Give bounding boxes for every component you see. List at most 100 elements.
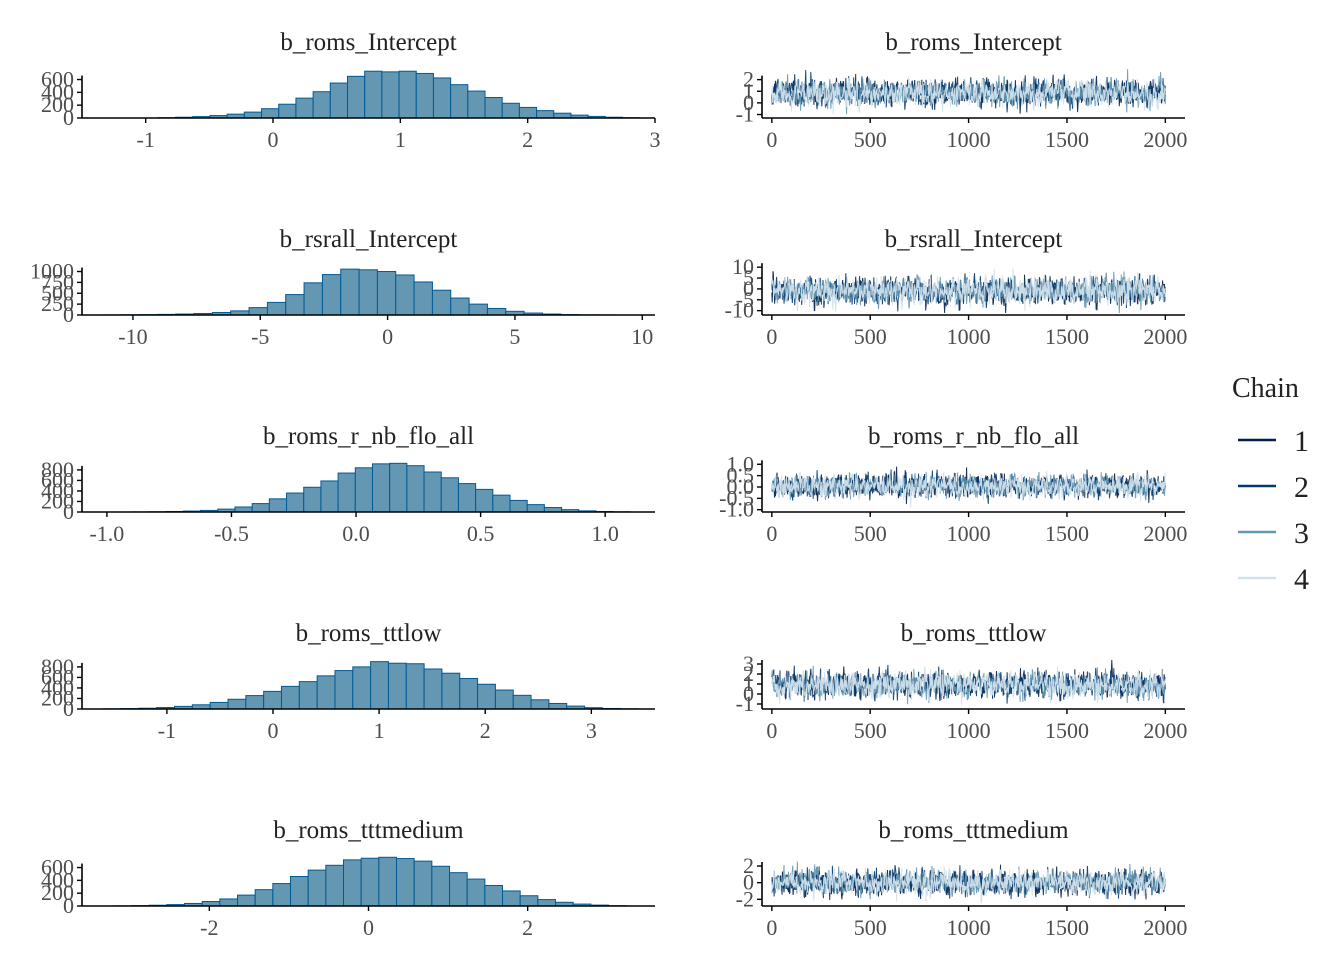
y-tick-label: 10 <box>732 254 754 279</box>
histogram-bar <box>237 894 256 907</box>
histogram-bar <box>370 661 389 710</box>
histogram-bar <box>290 876 309 907</box>
x-tick-label: 0 <box>766 718 777 743</box>
panel-title: b_roms_tttlow <box>296 620 442 647</box>
histogram-bar <box>519 895 539 907</box>
legend-entry-4: 4 <box>1238 563 1309 596</box>
histogram-bar <box>389 462 408 513</box>
x-tick-label: 10 <box>631 324 653 349</box>
histogram-bar <box>280 685 300 710</box>
x-tick-label: 0 <box>766 521 777 546</box>
x-tick-label: 0 <box>268 718 279 743</box>
histogram-bar <box>360 857 380 907</box>
y-tick-label: -0.5 <box>719 485 754 510</box>
histogram-bar <box>537 899 557 907</box>
legend-entry-1: 1 <box>1238 425 1309 458</box>
trace-panel-3: b_roms_r_nb_flo_all 0 500 1000 1500 2000 -1.0-… <box>719 423 1187 546</box>
y-tick-label: 0 <box>743 276 754 301</box>
histogram-bar <box>329 82 348 119</box>
x-tick-label: 1000 <box>947 915 991 940</box>
histogram-bar <box>337 472 356 513</box>
x-tick-label: 2000 <box>1143 521 1187 546</box>
x-tick-label: -5 <box>251 324 269 349</box>
y-tick-label: -1.0 <box>719 497 754 522</box>
histogram-bar <box>467 90 486 119</box>
x-tick-label: 1500 <box>1045 521 1089 546</box>
legend-label-3: 3 <box>1294 517 1309 550</box>
x-tick-label: 1.0 <box>591 521 619 546</box>
x-tick-label: 2000 <box>1143 718 1187 743</box>
x-tick-label: 1000 <box>947 521 991 546</box>
legend-label-4: 4 <box>1294 563 1309 596</box>
histogram-bar <box>431 865 451 907</box>
x-tick-label: 1 <box>374 718 385 743</box>
y-tick-label: 5 <box>743 265 754 290</box>
y-tick-label: 0 <box>743 681 754 706</box>
y-tick-label: 0 <box>63 105 74 130</box>
histogram-bar <box>432 77 452 119</box>
legend-entry-3: 3 <box>1238 517 1309 550</box>
y-tick-label: 200 <box>41 488 74 513</box>
y-tick-label: 500 <box>41 280 74 305</box>
x-tick-label: 500 <box>854 127 887 152</box>
y-tick-label: 1 <box>743 78 754 103</box>
x-tick-label: 2 <box>522 915 533 940</box>
y-tick-label: 600 <box>41 67 74 92</box>
y-tick-label: 400 <box>41 478 74 503</box>
histogram-bar <box>261 108 280 119</box>
trace-line-chain-4 <box>771 866 1166 904</box>
histogram-bar <box>486 307 507 316</box>
histogram-bar <box>459 677 479 710</box>
histogram-bar <box>352 666 372 710</box>
y-tick-label: -1 <box>736 102 754 127</box>
y-tick-label: 600 <box>41 664 74 689</box>
histogram-bar <box>334 670 354 710</box>
y-tick-label: 600 <box>41 467 74 492</box>
histogram-bar <box>307 869 327 907</box>
trace-line-chain-4 <box>771 268 1166 312</box>
histogram-bar <box>245 695 265 710</box>
y-tick-label: 250 <box>41 291 74 316</box>
histogram-bar <box>509 499 528 513</box>
x-tick-label: 1500 <box>1045 718 1089 743</box>
histogram-bar <box>346 75 366 119</box>
legend-title: Chain <box>1232 373 1299 404</box>
legend-label-1: 1 <box>1294 425 1309 458</box>
panel-title: b_rsrall_Intercept <box>885 226 1063 253</box>
y-tick-label: 0 <box>63 302 74 327</box>
histogram-bar <box>387 662 407 710</box>
x-tick-label: 3 <box>650 127 661 152</box>
x-tick-label: 1500 <box>1045 324 1089 349</box>
histogram-bar <box>440 477 459 513</box>
histogram-bar <box>209 701 229 710</box>
histogram-bar <box>285 294 305 316</box>
y-tick-label: 400 <box>41 867 74 892</box>
y-tick-label: 800 <box>41 457 74 482</box>
histogram-bar <box>484 884 504 907</box>
x-tick-label: 2000 <box>1143 127 1187 152</box>
x-tick-label: 1500 <box>1045 915 1089 940</box>
histogram-bar <box>423 471 442 513</box>
histogram-bar <box>254 889 274 907</box>
x-tick-label: 0.0 <box>342 521 370 546</box>
histogram-bar <box>371 463 391 513</box>
histogram-bar <box>278 103 297 119</box>
histogram-bar <box>502 890 521 907</box>
x-tick-label: 0 <box>382 324 393 349</box>
panel-title: b_roms_r_nb_flo_all <box>263 423 474 450</box>
histogram-bar <box>298 681 318 710</box>
x-tick-label: -1 <box>137 127 155 152</box>
trace-line-chain-4 <box>771 471 1166 508</box>
y-tick-label: 0 <box>63 499 74 524</box>
y-tick-label: 400 <box>41 675 74 700</box>
histogram-bar <box>320 480 339 513</box>
x-tick-label: -1 <box>158 718 176 743</box>
panel-title: b_roms_Intercept <box>885 29 1061 56</box>
panel-title: b_roms_tttmedium <box>273 817 464 844</box>
histogram-bar <box>272 883 292 907</box>
